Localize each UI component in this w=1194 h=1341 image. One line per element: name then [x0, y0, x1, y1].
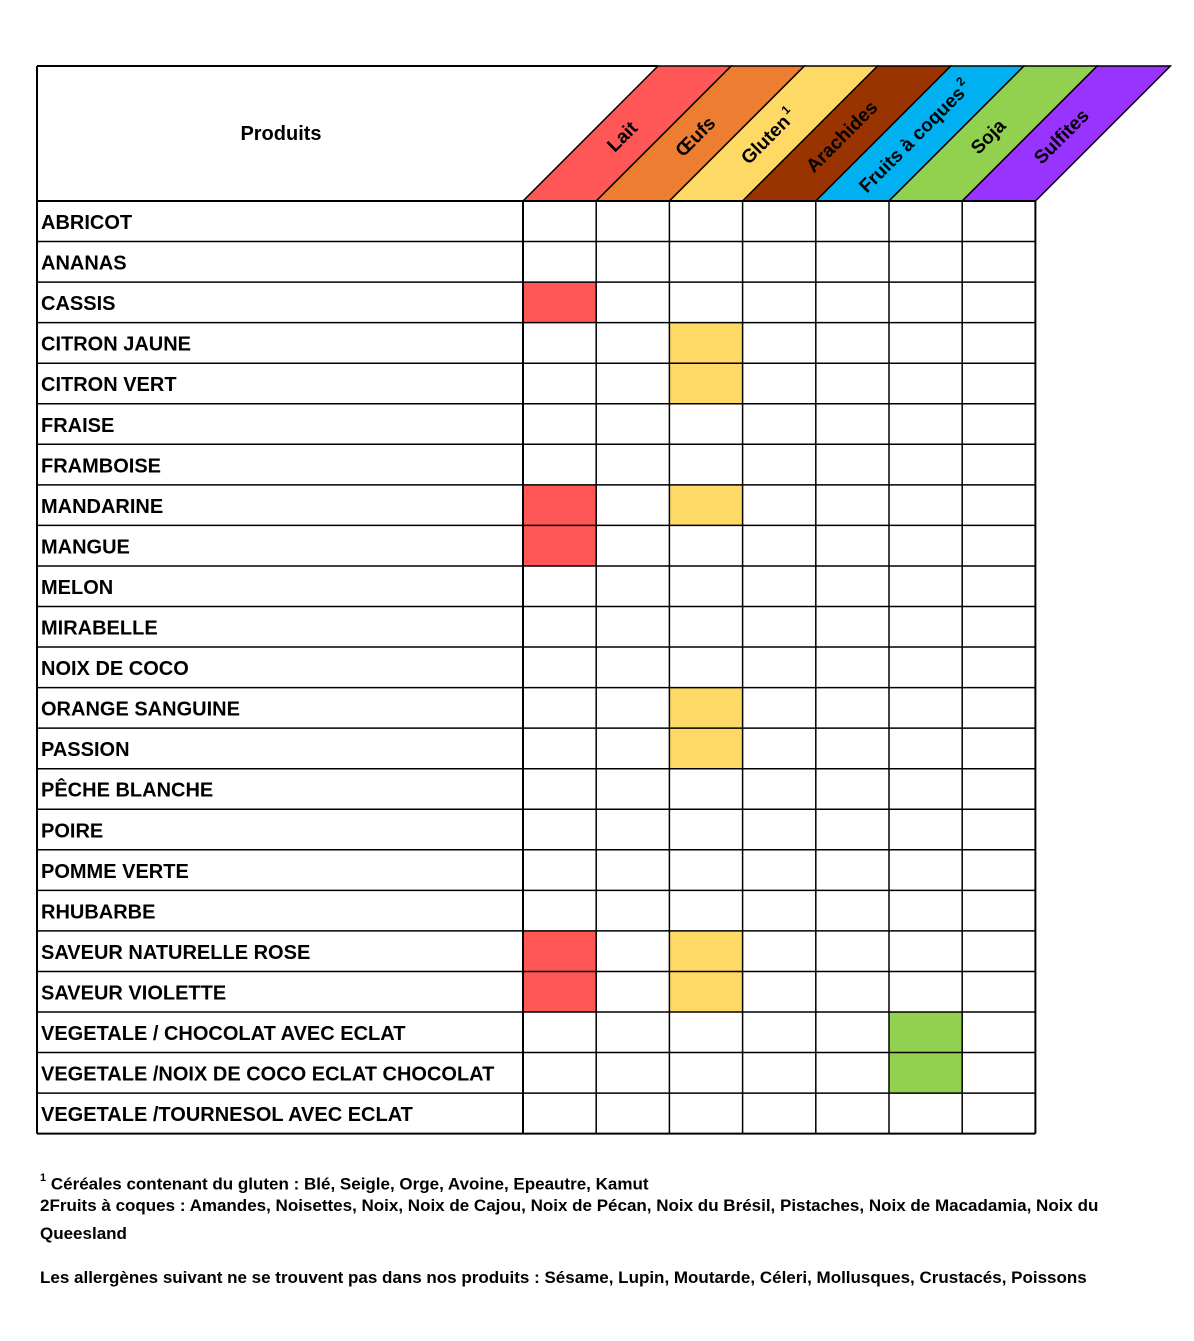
product-name: SAVEUR VIOLETTE [41, 982, 226, 1004]
allergen-cell-marked [669, 687, 743, 729]
allergen-cell-marked [669, 930, 743, 972]
footnote-gluten: 1 Céréales contenant du gluten : Blé, Se… [40, 1166, 649, 1199]
product-name: VEGETALE / CHOCOLAT AVEC ECLAT [41, 1023, 405, 1045]
table-grid [36, 65, 1037, 1135]
product-name: FRAISE [41, 415, 114, 437]
product-name: PASSION [41, 739, 130, 761]
footnote-absent-allergens: Les allergènes suivant ne se trouvent pa… [40, 1268, 1087, 1287]
product-name: FRAMBOISE [41, 455, 161, 477]
allergen-cell-marked [523, 282, 597, 323]
product-name: VEGETALE /NOIX DE COCO ECLAT CHOCOLAT [41, 1064, 494, 1086]
allergen-cell-marked [669, 971, 743, 1012]
allergen-cell-marked [523, 484, 597, 526]
products-column-header: Produits [240, 123, 321, 145]
allergen-cell-marked [523, 930, 597, 972]
product-name: PÊCHE BLANCHE [41, 778, 213, 802]
allergen-cell-marked [669, 484, 743, 526]
product-name: VEGETALE /TOURNESOL AVEC ECLAT [41, 1104, 413, 1126]
footnote-marker: 1 [40, 1172, 47, 1184]
product-name: MELON [41, 577, 113, 599]
product-name: ORANGE SANGUINE [41, 699, 240, 721]
footnote-gluten-text: Céréales contenant du gluten : Blé, Seig… [50, 1174, 649, 1194]
product-name: MIRABELLE [41, 618, 158, 640]
allergen-cell-marked [889, 1012, 963, 1053]
product-name: RHUBARBE [41, 901, 155, 923]
footnote-nuts-continued: Queesland [40, 1224, 127, 1243]
product-name: CITRON JAUNE [41, 334, 191, 356]
product-name: CITRON VERT [41, 374, 177, 396]
product-name: ANANAS [41, 253, 127, 275]
product-name: CASSIS [41, 293, 115, 315]
product-name: MANGUE [41, 536, 130, 558]
product-name: POMME VERTE [41, 861, 189, 883]
allergen-fills [523, 282, 963, 1094]
footnote-nuts: 2Fruits à coques : Amandes, Noisettes, N… [40, 1196, 1099, 1215]
allergen-cell-marked [523, 971, 597, 1012]
allergen-cell-marked [669, 363, 743, 404]
allergen-cell-marked [523, 525, 597, 566]
product-name: POIRE [41, 820, 103, 842]
product-name: MANDARINE [41, 496, 163, 518]
allergen-cell-marked [669, 322, 743, 364]
product-labels: ABRICOT ANANAS CASSIS CITRON JAUNE CITRON VE… [41, 212, 494, 1126]
product-name: NOIX DE COCO [41, 658, 189, 680]
product-name: SAVEUR NATURELLE ROSE [41, 942, 310, 964]
product-name: ABRICOT [41, 212, 132, 234]
allergen-cell-marked [669, 728, 743, 769]
allergen-cell-marked [889, 1052, 963, 1094]
